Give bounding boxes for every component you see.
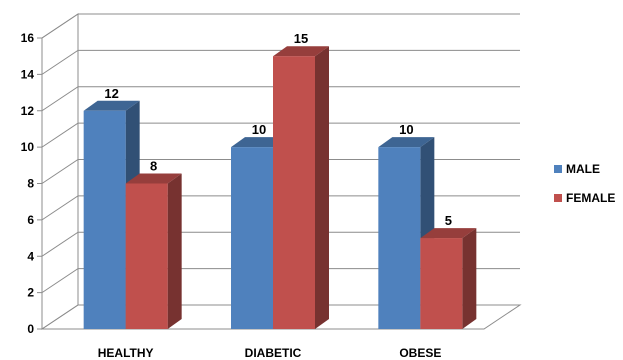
gridline: [41, 159, 520, 184]
category-label: HEALTHY: [98, 346, 154, 360]
bar-side: [315, 46, 329, 329]
y-tick-label: 16: [21, 31, 35, 45]
bar-front: [231, 147, 273, 329]
y-tick-label: 6: [27, 213, 34, 227]
y-axis-ticks: 0 2 4 6 8 10 12 14 16: [21, 31, 35, 336]
gridline: [41, 268, 520, 294]
data-label: 15: [294, 31, 308, 46]
category-label: DIABETIC: [245, 346, 302, 360]
bar-front: [378, 147, 421, 329]
legend: MALE FEMALE: [554, 162, 615, 205]
y-tick-label: 14: [21, 67, 35, 81]
gridline: [41, 231, 520, 257]
y-tick-label: 0: [27, 322, 34, 336]
bar-front: [125, 183, 168, 329]
bar-top: [420, 228, 477, 239]
gridlines: [37, 13, 520, 330]
bars: [83, 46, 477, 329]
data-label: 5: [445, 213, 452, 228]
legend-swatch-male: [554, 165, 562, 173]
bar-top: [378, 137, 435, 148]
bar-front: [273, 56, 315, 329]
floor: [40, 304, 522, 330]
x-axis-categories: HEALTHY DIABETIC OBESE: [98, 346, 442, 360]
gridline: [41, 49, 520, 75]
gridline: [41, 122, 520, 148]
legend-label-female: FEMALE: [566, 191, 615, 205]
data-label: 10: [399, 122, 413, 137]
data-label: 12: [104, 86, 118, 101]
bar-front: [420, 238, 463, 329]
gridline: [41, 86, 520, 112]
legend-label-male: MALE: [566, 162, 600, 176]
data-label: 10: [252, 122, 266, 137]
y-tick-label: 12: [21, 104, 35, 118]
bar-top: [83, 100, 140, 111]
bar-front: [83, 110, 126, 329]
gridline: [41, 195, 520, 221]
y-tick-label: 2: [27, 286, 34, 300]
y-tick-label: 8: [27, 177, 34, 191]
y-tick-label: 4: [27, 249, 34, 263]
bar-top: [125, 173, 182, 184]
y-tick-label: 10: [21, 140, 35, 154]
bar-side: [167, 173, 182, 329]
category-label: OBESE: [399, 346, 441, 360]
bar-top: [273, 46, 329, 57]
bar-female-obese: [420, 228, 477, 329]
bar-female-diabetic: [273, 46, 329, 329]
data-labels: 12 8 10 15 10 5: [104, 31, 452, 228]
bar-female-healthy: [125, 173, 182, 329]
bar-side: [462, 228, 477, 329]
gridline: [41, 13, 520, 39]
data-label: 8: [150, 159, 157, 174]
legend-swatch-female: [554, 194, 562, 202]
